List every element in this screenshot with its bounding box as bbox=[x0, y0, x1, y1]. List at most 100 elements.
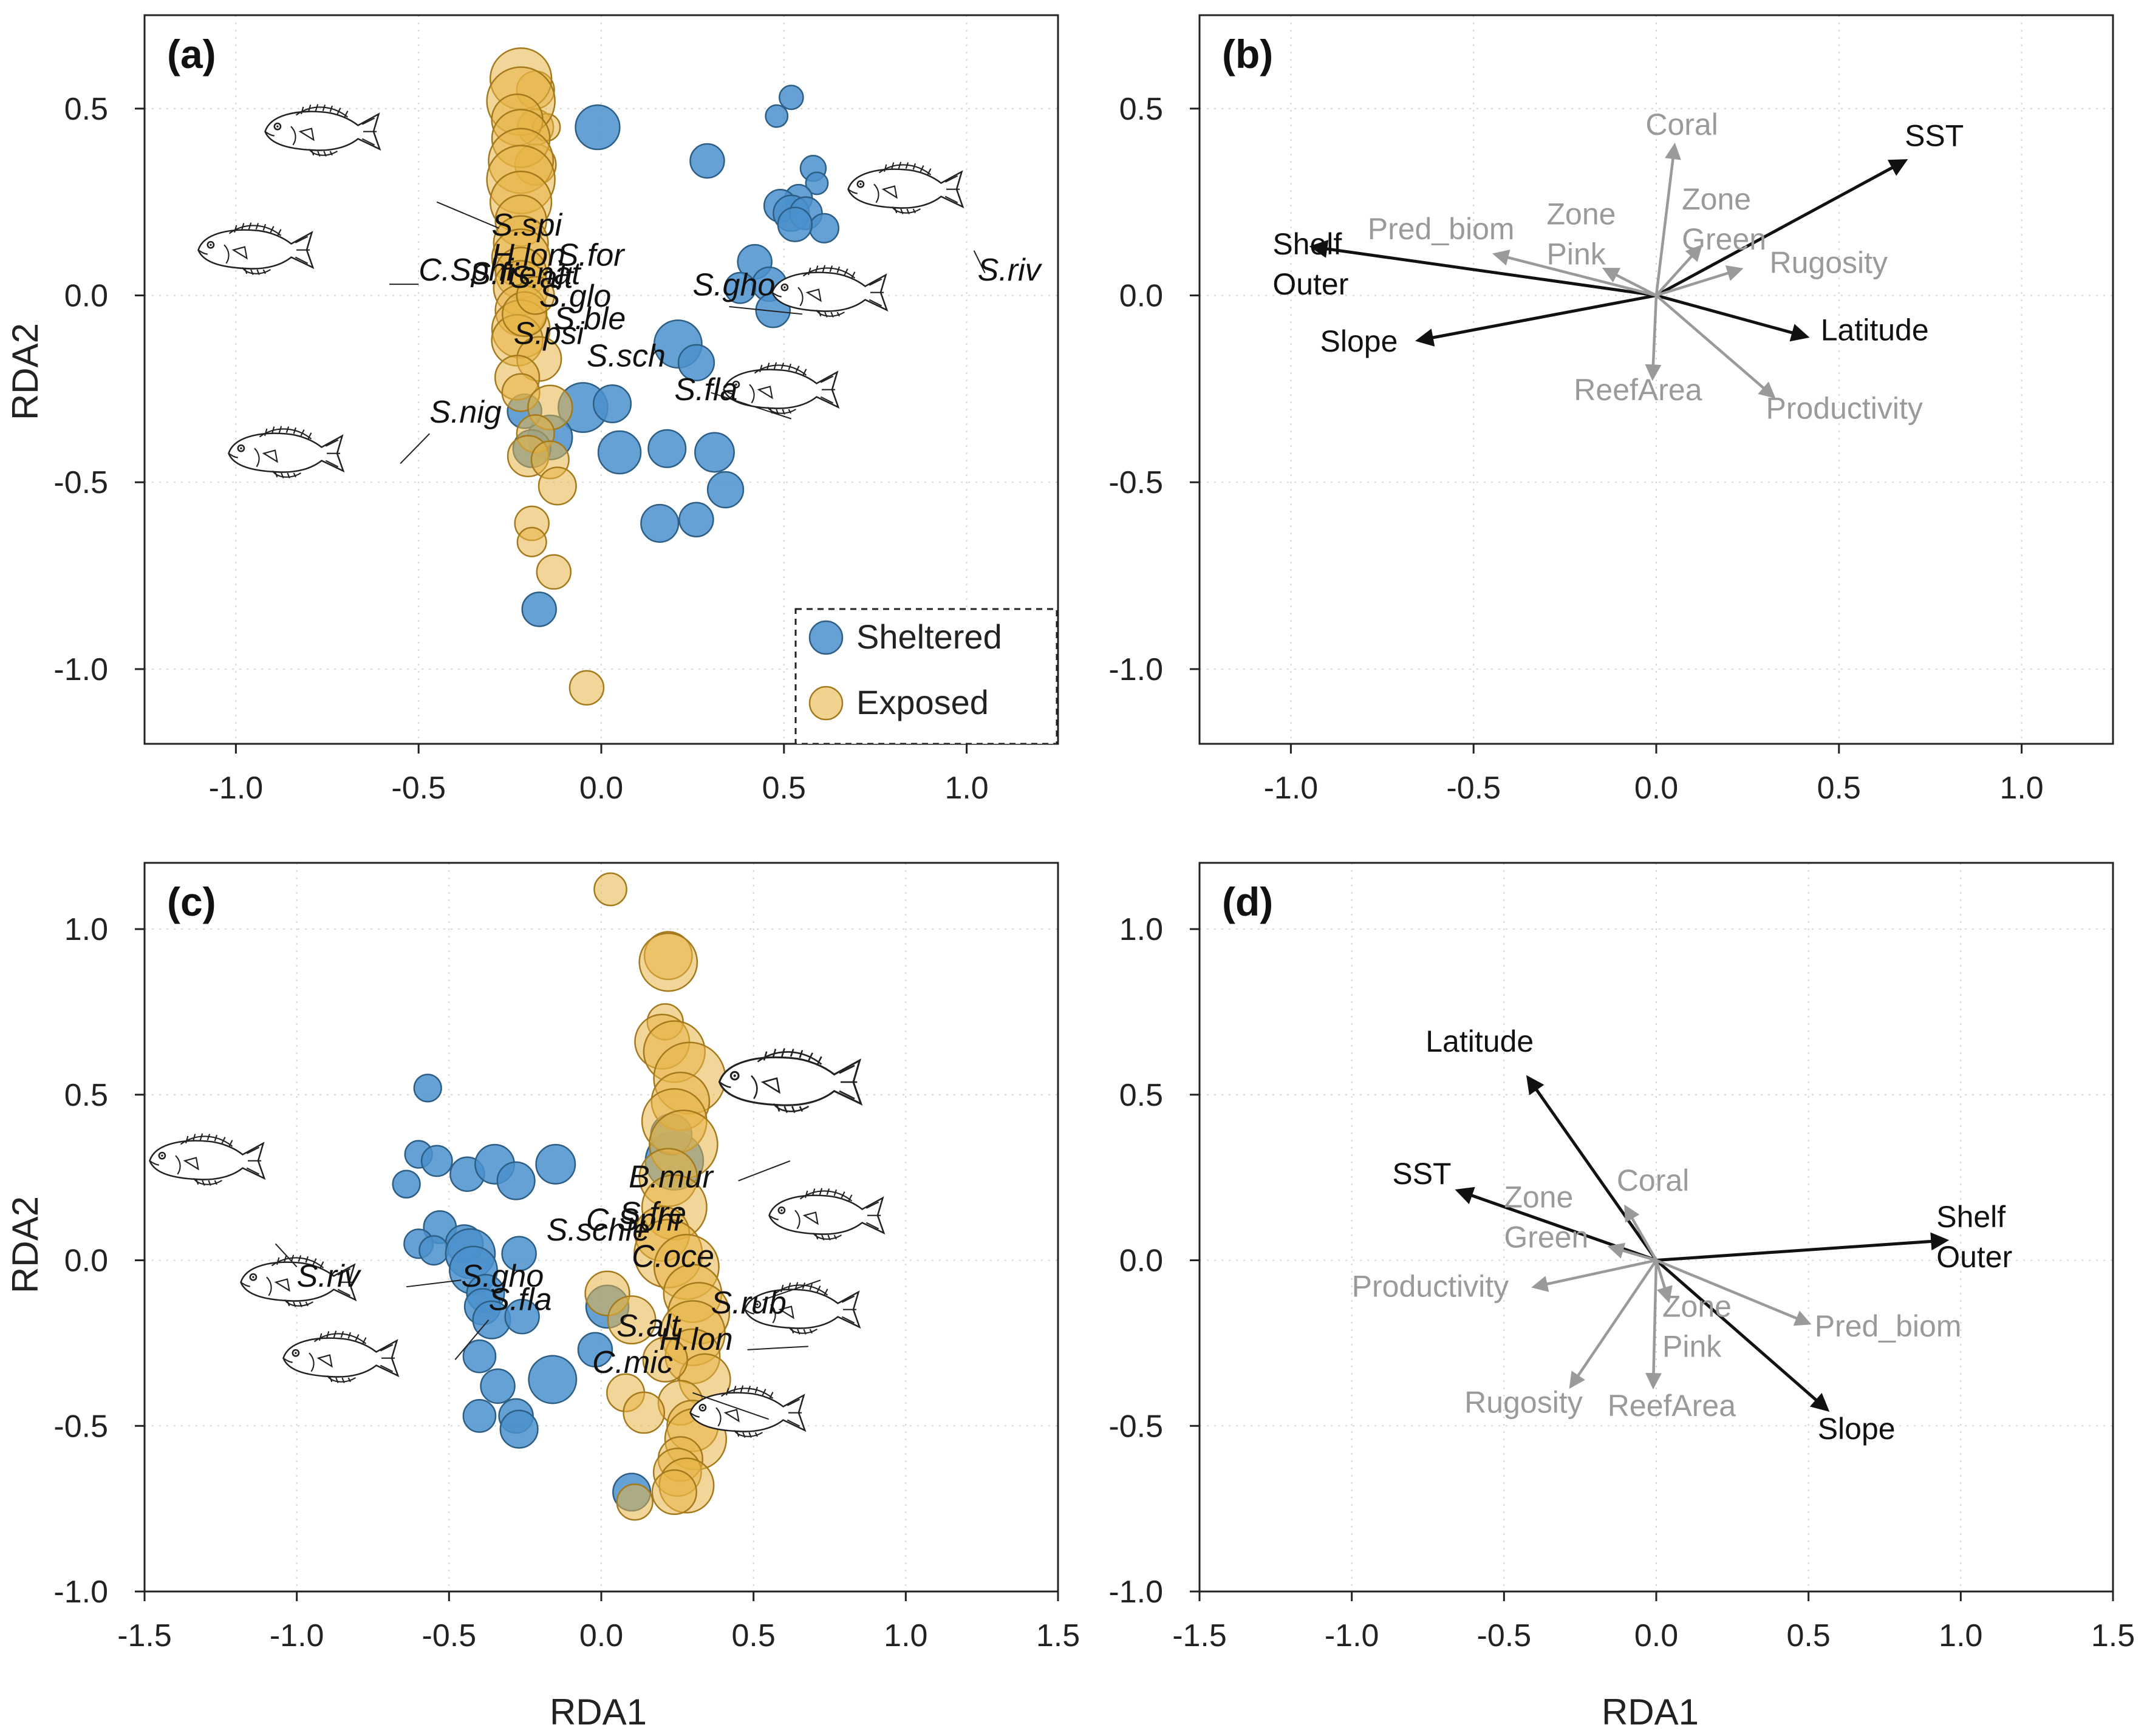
panel-c-x-axis-title: RDA1 bbox=[550, 1692, 647, 1732]
sheltered-point-c-2 bbox=[420, 1145, 453, 1177]
species-label-a-11: S.fla bbox=[674, 372, 737, 407]
sheltered-point-c-7 bbox=[392, 1169, 421, 1199]
fish-illustration-c-0 bbox=[149, 1132, 265, 1186]
vector-arrow-d-5 bbox=[1607, 1242, 1657, 1262]
vector-arrow-d-3 bbox=[1655, 1259, 1830, 1412]
exposed-point-c-32 bbox=[642, 1336, 688, 1383]
vector-arrow-b-5 bbox=[1655, 244, 1702, 297]
species-label-a-0: S.spi bbox=[492, 208, 563, 243]
legend-sheltered-label: Sheltered bbox=[856, 618, 1002, 656]
species-label-a-10: S.gho bbox=[692, 268, 775, 303]
sheltered-point-a-14 bbox=[724, 271, 757, 304]
vector-label-b-8: Rugosity bbox=[1769, 246, 1888, 280]
vector-arrow-b-4 bbox=[1654, 143, 1681, 296]
species-label-a-3: C.Sphi bbox=[418, 253, 514, 288]
legend-exposed-label: Exposed bbox=[856, 683, 989, 721]
sheltered-point-a-23 bbox=[647, 429, 687, 468]
exposed-point-c-26 bbox=[651, 1469, 697, 1516]
fish-illustration-a-1 bbox=[197, 222, 314, 276]
sheltered-point-c-20 bbox=[480, 1368, 516, 1404]
vector-label-d-8: Pred_biom bbox=[1815, 1309, 1962, 1343]
sheltered-point-a-1 bbox=[765, 104, 789, 128]
panel-d-label: (d) bbox=[1222, 879, 1273, 924]
x-tick-label-d-0: -1.5 bbox=[1172, 1618, 1227, 1653]
vector-label-d-7: Zone Pink bbox=[1662, 1289, 1732, 1363]
y-tick-label-b-1: -0.5 bbox=[1108, 465, 1163, 500]
sheltered-point-a-25 bbox=[706, 471, 745, 509]
species-label-c-6: S.alt bbox=[616, 1309, 681, 1344]
vector-label-d-4: Coral bbox=[1617, 1163, 1689, 1197]
vector-arrow-b-8 bbox=[1656, 265, 1744, 297]
panel-d-axes: -1.5 -1.0 -0.5 0.0 0.5 1.0 1.5 -1.0 -0.5 0.0 0.5 1.… bbox=[1108, 862, 2135, 1653]
exposed-point-a-29 bbox=[536, 554, 572, 590]
x-tick-label-d-6: 1.5 bbox=[2091, 1618, 2135, 1653]
species-label-a-13: S.riv bbox=[978, 253, 1043, 288]
fish-illustration-c-4 bbox=[768, 1187, 885, 1241]
sheltered-point-a-19 bbox=[592, 384, 632, 424]
species-label-c-1: S.fre bbox=[620, 1196, 686, 1231]
vector-label-b-0: SST bbox=[1905, 118, 1964, 152]
panel-d-vectors bbox=[1455, 1075, 1950, 1412]
species-label-c-3: S.schle bbox=[547, 1213, 650, 1248]
sheltered-point-a-11 bbox=[575, 104, 621, 151]
vector-arrow-b-0 bbox=[1655, 159, 1908, 297]
fish-illustration-c-2 bbox=[282, 1330, 399, 1384]
y-tick-label-d-4: 1.0 bbox=[1119, 912, 1163, 947]
panel-a-labels: S.spiH.lonS.forC.SphiS.frenatS.altS.gloS… bbox=[418, 208, 1042, 430]
panel-c-marks bbox=[392, 872, 731, 1521]
sheltered-point-c-26 bbox=[577, 1332, 613, 1368]
x-tick-label-c-5: 1.0 bbox=[884, 1618, 927, 1653]
vector-arrow-d-4 bbox=[1624, 1204, 1657, 1261]
panel-a-axes: -1.0 -0.5 0.0 0.5 1.0 -1.0 -0.5 0.0 0.5 bbox=[53, 14, 1059, 806]
vector-arrow-d-7 bbox=[1654, 1259, 1673, 1304]
y-tick-label-d-2: 0.0 bbox=[1119, 1244, 1163, 1279]
x-tick-label-c-6: 1.5 bbox=[1036, 1618, 1080, 1653]
species-label-a-5: S.alt bbox=[510, 260, 575, 295]
vector-arrow-b-9 bbox=[1645, 295, 1662, 381]
sheltered-point-a-8 bbox=[808, 213, 840, 243]
legend-sheltered-marker bbox=[808, 620, 844, 655]
exposed-point-a-26 bbox=[538, 466, 577, 506]
species-label-c-9: S.riv bbox=[297, 1259, 362, 1294]
y-tick-label-b-2: 0.0 bbox=[1119, 279, 1163, 314]
leader-line-a-3 bbox=[729, 306, 802, 315]
legend-exposed-marker bbox=[808, 686, 844, 721]
panel-d-x-axis-title: RDA1 bbox=[1602, 1692, 1699, 1732]
vector-label-d-3: Slope bbox=[1818, 1412, 1896, 1446]
species-label-c-10: S.gho bbox=[461, 1259, 544, 1294]
x-tick-label-d-2: -0.5 bbox=[1477, 1618, 1532, 1653]
panel-d-labels: Latitude SST Shelf Outer Slope Coral Zone Green… bbox=[1352, 1024, 2013, 1446]
fish-illustration-a-5 bbox=[723, 361, 839, 415]
species-label-c-11: S.fla bbox=[489, 1282, 552, 1317]
vector-label-d-10: ReefArea bbox=[1608, 1389, 1736, 1423]
exposed-point-a-28 bbox=[516, 526, 547, 557]
vector-label-b-4: Coral bbox=[1645, 107, 1718, 141]
x-tick-label-a-2: 0.0 bbox=[579, 771, 623, 806]
y-tick-label-d-1: -0.5 bbox=[1108, 1409, 1163, 1444]
species-label-a-12: S.nig bbox=[429, 395, 502, 430]
y-tick-label-a-0: -1.0 bbox=[53, 652, 108, 687]
x-tick-label-a-4: 1.0 bbox=[944, 771, 988, 806]
vector-arrow-d-0 bbox=[1526, 1075, 1658, 1261]
species-label-c-0: B.mur bbox=[629, 1160, 714, 1195]
leader-line-c-3 bbox=[738, 1160, 791, 1182]
x-tick-label-c-3: 0.0 bbox=[579, 1618, 623, 1653]
exposed-point-a-30 bbox=[568, 670, 605, 706]
sheltered-point-a-22 bbox=[597, 430, 642, 475]
sheltered-point-c-21 bbox=[528, 1355, 578, 1404]
y-tick-label-a-3: 0.5 bbox=[64, 92, 108, 127]
panel-c-label: (c) bbox=[167, 879, 216, 924]
sheltered-point-c-5 bbox=[496, 1161, 536, 1200]
y-tick-label-a-2: 0.0 bbox=[64, 279, 108, 314]
sheltered-point-c-24 bbox=[499, 1409, 539, 1449]
panel-b: SST Shelf Outer Slope Latitude Coral Zone Green… bbox=[1108, 14, 2114, 806]
exposed-point-c-29 bbox=[623, 1391, 666, 1434]
sheltered-point-a-24 bbox=[694, 432, 735, 473]
species-label-a-1: H.lon bbox=[492, 237, 565, 273]
sheltered-point-c-22 bbox=[462, 1399, 497, 1433]
y-tick-label-c-4: 1.0 bbox=[64, 912, 108, 947]
species-label-a-6: S.glo bbox=[539, 279, 612, 314]
legend: Sheltered Exposed bbox=[794, 608, 1058, 745]
